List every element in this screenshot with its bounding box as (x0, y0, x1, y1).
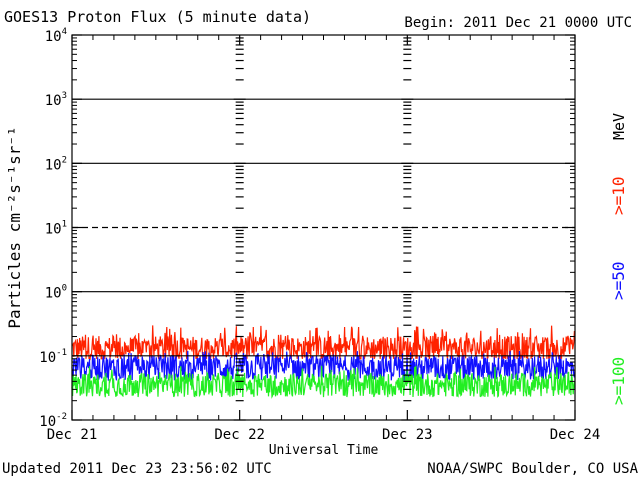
begin-time: Begin: 2011 Dec 21 0000 UTC (404, 15, 632, 31)
y-axis-label: Particles cm⁻²s⁻¹sr⁻¹ (5, 126, 24, 328)
series-line-3 (71, 365, 576, 399)
legend-label-3: >=100 (609, 357, 628, 405)
y-tick-label: 10-1 (39, 348, 67, 366)
y-tick-label: 101 (45, 220, 67, 238)
series-line-1 (71, 325, 576, 361)
y-tick-label: 100 (45, 284, 67, 302)
updated-timestamp: Updated 2011 Dec 23 23:56:02 UTC (2, 461, 272, 477)
y-tick-label: 10-2 (39, 412, 67, 430)
x-tick-label: Dec 24 (550, 427, 601, 443)
x-tick-label: Dec 22 (214, 427, 265, 443)
y-tick-label: 104 (45, 27, 67, 45)
x-axis-label: Universal Time (269, 443, 379, 458)
credit-label: NOAA/SWPC Boulder, CO USA (427, 461, 638, 477)
chart-title: GOES13 Proton Flux (5 minute data) (4, 8, 312, 26)
series-line-2 (71, 350, 576, 383)
y-tick-label: 103 (45, 91, 67, 109)
x-tick-label: Dec 21 (47, 427, 98, 443)
y-tick-label: 102 (45, 155, 67, 173)
legend-label-2: >=50 (609, 261, 628, 300)
legend-unit-label: MeV (610, 113, 628, 140)
legend-label-1: >=10 (609, 176, 628, 215)
x-tick-label: Dec 23 (382, 427, 433, 443)
